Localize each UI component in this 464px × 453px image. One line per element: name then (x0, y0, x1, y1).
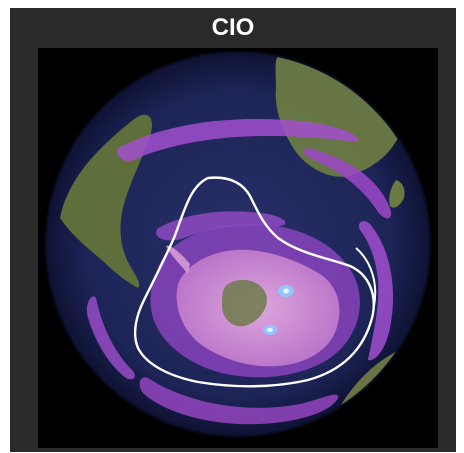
globe-limb (45, 51, 431, 437)
region-boundary-outline (133, 176, 375, 388)
region-boundary-right-arc (355, 247, 377, 307)
madagascar-landmass (389, 180, 405, 208)
polar-globe-map (45, 51, 431, 437)
plume-band-bottom (139, 377, 339, 425)
plume-band-right (358, 221, 394, 361)
plume-band-mid-left (156, 211, 286, 241)
plume-band-upper-right (303, 148, 392, 219)
plume-hotspot-upper-core (283, 288, 289, 294)
plume-hotspot-lower-core (267, 328, 273, 332)
transantarctic-patch (222, 279, 267, 327)
globe-panel (38, 48, 438, 448)
figure-title: CIO (211, 14, 255, 41)
plume-band-outer-top (117, 119, 359, 162)
figure-frame: CIO (10, 8, 456, 452)
plume-band-lower-left (86, 296, 135, 380)
antarctic-peninsula (166, 245, 190, 274)
